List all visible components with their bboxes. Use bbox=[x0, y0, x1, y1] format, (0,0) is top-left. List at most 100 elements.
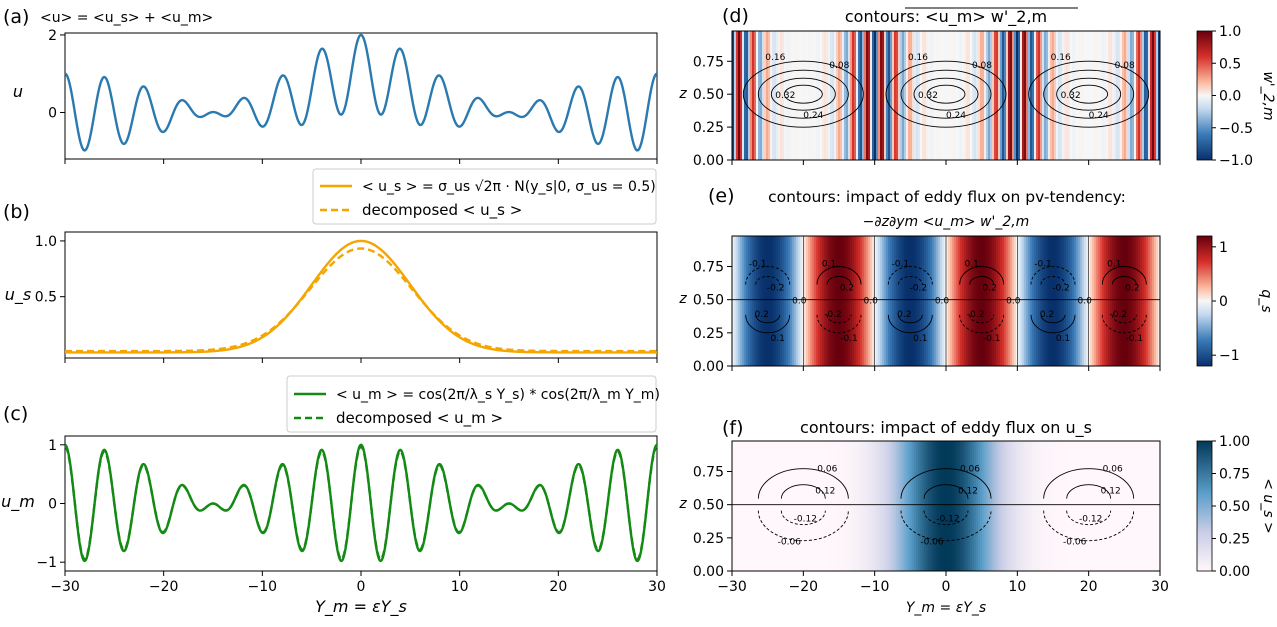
contour-e-top-0 bbox=[745, 266, 791, 285]
heat-cell-d-7 bbox=[746, 31, 749, 160]
contour-label-f-0-2: 0.06 bbox=[1103, 465, 1123, 475]
heat-cell-d-165 bbox=[1062, 31, 1065, 160]
heat-cell-f-136 bbox=[1004, 441, 1007, 571]
y-tick-label-e-3: 0.75 bbox=[693, 260, 724, 276]
heat-cell-f-23 bbox=[778, 441, 781, 571]
heat-cell-e-111 bbox=[954, 236, 957, 366]
heat-cell-e-210 bbox=[1152, 236, 1155, 366]
heat-cell-d-182 bbox=[1096, 31, 1099, 160]
heat-cell-e-176 bbox=[1084, 236, 1087, 366]
heat-cell-e-201 bbox=[1134, 236, 1137, 366]
y-axis-label-a: u bbox=[13, 82, 23, 101]
heat-cell-e-196 bbox=[1124, 236, 1127, 366]
x-tick-label-f-4: 10 bbox=[1008, 579, 1026, 595]
heat-cell-e-125 bbox=[982, 236, 985, 366]
heat-cell-d-204 bbox=[1140, 31, 1143, 160]
heat-cell-f-56 bbox=[844, 441, 847, 571]
heat-cell-e-59 bbox=[850, 236, 853, 366]
heat-cell-d-190 bbox=[1112, 31, 1115, 160]
ticks-a: 02 bbox=[48, 28, 658, 164]
heat-cell-f-212 bbox=[1156, 441, 1159, 571]
y-axis-label-b: u_s bbox=[5, 285, 31, 305]
contour-e-bot-2 bbox=[887, 314, 933, 334]
heat-cell-e-117 bbox=[966, 236, 969, 366]
heat-cell-f-142 bbox=[1016, 441, 1019, 571]
heat-cell-d-179 bbox=[1090, 31, 1093, 160]
contour-label-e-bot1-5: -0.2 bbox=[1110, 310, 1128, 320]
heat-cell-d-20 bbox=[772, 31, 775, 160]
heat-cell-f-62 bbox=[856, 441, 859, 571]
heat-cell-e-145 bbox=[1022, 236, 1025, 366]
heat-cell-d-202 bbox=[1136, 31, 1139, 160]
heat-cell-d-168 bbox=[1068, 31, 1071, 160]
heat-cell-f-158 bbox=[1048, 441, 1051, 571]
heat-cell-f-198 bbox=[1128, 441, 1131, 571]
heat-cell-d-24 bbox=[780, 31, 783, 160]
heat-cell-f-196 bbox=[1124, 441, 1127, 571]
heat-cell-f-29 bbox=[790, 441, 793, 571]
heat-cell-f-185 bbox=[1102, 441, 1105, 571]
contour-label-e-bot2-5: -0.1 bbox=[1126, 334, 1144, 344]
heat-cell-f-150 bbox=[1032, 441, 1035, 571]
heat-cell-e-147 bbox=[1026, 236, 1029, 366]
ticks-c: −30 −20 −10 0 10 20 30−101 bbox=[36, 438, 666, 595]
heat-cell-d-72 bbox=[876, 31, 879, 160]
heat-cell-d-183 bbox=[1098, 31, 1101, 160]
cb-tick-label-d-4: −1.0 bbox=[1219, 153, 1253, 169]
heat-cell-f-199 bbox=[1130, 441, 1133, 571]
heat-cell-d-29 bbox=[790, 31, 793, 160]
heat-cell-d-12 bbox=[756, 31, 759, 160]
heat-cell-d-205 bbox=[1142, 31, 1145, 160]
heat-cell-e-126 bbox=[984, 236, 987, 366]
heat-cell-d-125 bbox=[982, 31, 985, 160]
heat-cell-f-15 bbox=[762, 441, 765, 571]
heat-cell-e-135 bbox=[1002, 236, 1005, 366]
heat-cell-d-151 bbox=[1034, 31, 1037, 160]
y-tick-label-b-0: 0.5 bbox=[35, 290, 57, 306]
heat-cell-f-94 bbox=[920, 441, 923, 571]
heat-cell-d-6 bbox=[744, 31, 747, 160]
heat-cell-d-80 bbox=[892, 31, 895, 160]
heat-cell-d-196 bbox=[1124, 31, 1127, 160]
heat-cell-e-40 bbox=[812, 236, 815, 366]
heat-cell-e-101 bbox=[934, 236, 937, 366]
heat-cell-f-52 bbox=[836, 441, 839, 571]
heat-cell-e-44 bbox=[820, 236, 823, 366]
heat-cell-e-49 bbox=[830, 236, 833, 366]
heat-cell-e-63 bbox=[858, 236, 861, 366]
colorbar-ticks-d: 1.0 0.5 0.0 −0.5 −1.0 bbox=[1212, 24, 1253, 169]
contour-d-1-0 bbox=[885, 60, 1007, 128]
heat-cell-d-22 bbox=[776, 31, 779, 160]
heat-cell-d-145 bbox=[1022, 31, 1025, 160]
heat-cell-f-7 bbox=[746, 441, 749, 571]
heat-cell-e-89 bbox=[910, 236, 913, 366]
heat-cell-e-86 bbox=[904, 236, 907, 366]
heat-cell-f-106 bbox=[944, 441, 947, 571]
heat-cell-e-129 bbox=[990, 236, 993, 366]
heat-cell-d-120 bbox=[972, 31, 975, 160]
heat-cell-e-158 bbox=[1048, 236, 1051, 366]
heat-cell-e-189 bbox=[1110, 236, 1113, 366]
contour-e-bot-4 bbox=[1030, 314, 1076, 334]
heat-cell-e-165 bbox=[1062, 236, 1065, 366]
contour-e-bot-inner-5 bbox=[1111, 314, 1137, 324]
cb-tick-label-f-1: 0.75 bbox=[1219, 467, 1250, 483]
heat-cell-f-120 bbox=[972, 441, 975, 571]
heat-cell-e-191 bbox=[1114, 236, 1117, 366]
heat-cell-d-95 bbox=[922, 31, 925, 160]
contour-label-e-bot1-1: -0.2 bbox=[824, 310, 842, 320]
heat-cell-f-72 bbox=[876, 441, 879, 571]
heat-cell-e-91 bbox=[914, 236, 917, 366]
heat-cell-f-50 bbox=[832, 441, 835, 571]
heat-cell-f-4 bbox=[740, 441, 743, 571]
y-tick-label-f-3: 0.75 bbox=[693, 465, 724, 481]
heat-cell-d-158 bbox=[1048, 31, 1051, 160]
heat-cell-e-25 bbox=[782, 236, 785, 366]
heat-cell-e-96 bbox=[924, 236, 927, 366]
colorbar-label-d: w'_2,m bbox=[1260, 71, 1276, 120]
contour-label-e-zero-3: 0.0 bbox=[1006, 297, 1021, 307]
heat-cell-d-35 bbox=[802, 31, 805, 160]
heat-cell-e-110 bbox=[952, 236, 955, 366]
heat-cell-f-134 bbox=[1000, 441, 1003, 571]
panel-f: (f) contours: impact of eddy flux on u_s… bbox=[678, 417, 1276, 595]
